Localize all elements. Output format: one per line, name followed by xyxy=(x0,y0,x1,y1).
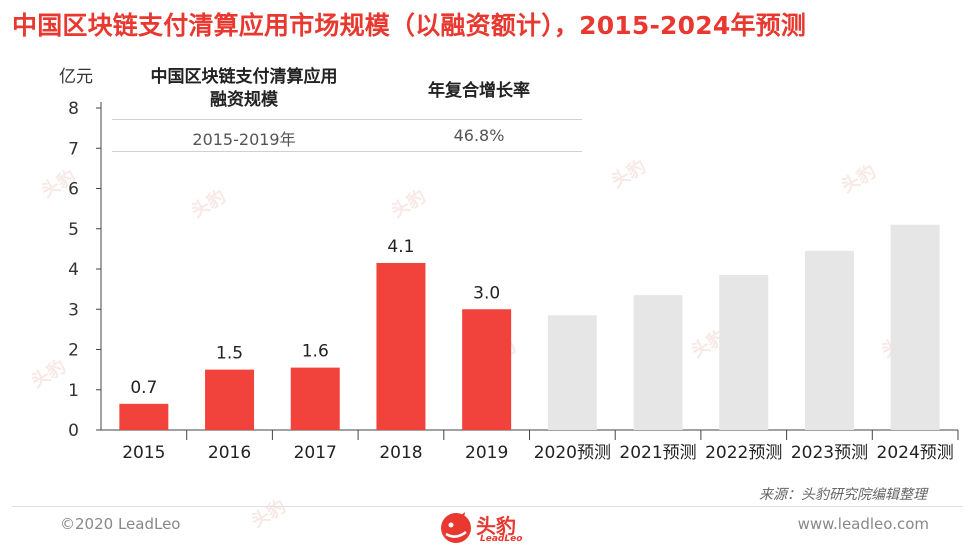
x-tick-label: 2016 xyxy=(208,443,251,463)
x-tick-label: 2017 xyxy=(294,443,337,463)
table-cell-cagr: 46.8% xyxy=(453,126,505,145)
leadleo-logo: 头豹 LeadLeo xyxy=(438,508,548,548)
y-axis-unit-label: 亿元 xyxy=(59,67,93,87)
bar-2015 xyxy=(119,403,169,430)
bar-2022预测 xyxy=(719,275,769,430)
data-label: 4.1 xyxy=(387,237,414,257)
x-tick-label: 2022预测 xyxy=(705,443,782,463)
table-header-financing-line1: 中国区块链支付清算应用 xyxy=(150,67,338,87)
bar-2017 xyxy=(290,367,340,430)
logo-subtext: LeadLeo xyxy=(480,534,523,544)
table-divider-bottom xyxy=(112,151,582,152)
y-tick-label: 5 xyxy=(68,220,79,240)
bar-2024预测 xyxy=(890,224,940,430)
table-header-cagr: 年复合增长率 xyxy=(428,81,530,101)
y-tick-label: 2 xyxy=(68,341,79,361)
table-cell-period: 2015-2019年 xyxy=(192,130,296,149)
x-tick-label: 2020预测 xyxy=(534,443,611,463)
bar-2021预测 xyxy=(633,295,683,430)
bar-2019 xyxy=(462,309,512,430)
data-label: 3.0 xyxy=(473,283,500,303)
table-header-financing-line2: 融资规模 xyxy=(210,90,278,110)
y-tick-label: 8 xyxy=(68,99,79,119)
bar-2023预测 xyxy=(804,250,854,430)
y-tick-label: 4 xyxy=(68,260,79,280)
y-tick-label: 1 xyxy=(68,381,79,401)
data-label: 0.7 xyxy=(130,378,157,398)
data-label: 1.6 xyxy=(302,342,329,362)
bar-2018 xyxy=(376,262,426,430)
x-tick-label: 2023预测 xyxy=(791,443,868,463)
bar-2016 xyxy=(205,369,255,430)
logo-text: 头豹 xyxy=(476,514,516,538)
y-tick-label: 3 xyxy=(68,300,79,320)
source-note: 来源：头豹研究院编辑整理 xyxy=(759,487,927,503)
data-label: 1.5 xyxy=(216,344,243,364)
leopard-icon xyxy=(441,512,471,543)
table-divider-top xyxy=(112,119,582,120)
x-tick-label: 2015 xyxy=(122,443,165,463)
y-tick-label: 6 xyxy=(68,180,79,200)
table-header-financing: 中国区块链支付清算应用 融资规模 xyxy=(118,66,370,112)
x-tick-label: 2024预测 xyxy=(877,443,954,463)
website-link[interactable]: www.leadleo.com xyxy=(797,515,929,533)
y-tick-label: 0 xyxy=(68,421,79,441)
copyright-text: ©2020 LeadLeo xyxy=(60,515,181,533)
bar-2020预测 xyxy=(547,315,597,430)
x-tick-label: 2018 xyxy=(379,443,422,463)
y-tick-label: 7 xyxy=(68,139,79,159)
footer-divider xyxy=(12,506,963,507)
x-tick-label: 2021预测 xyxy=(619,443,696,463)
x-tick-label: 2019 xyxy=(465,443,508,463)
chart-title: 中国区块链支付清算应用市场规模（以融资额计），2015-2024年预测 xyxy=(12,11,807,40)
